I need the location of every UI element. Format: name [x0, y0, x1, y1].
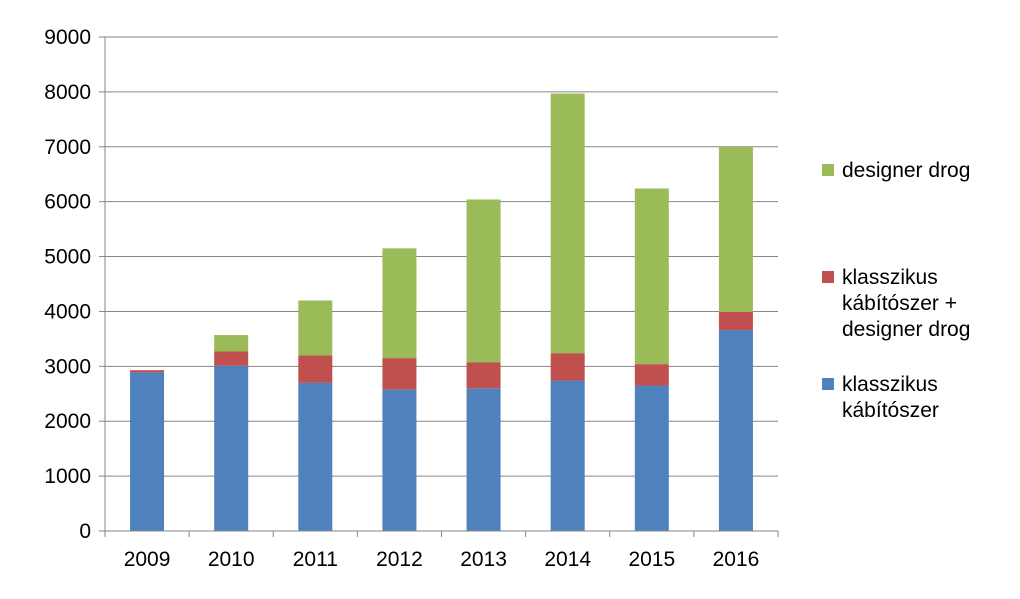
y-tick-label-0: 0 — [79, 520, 91, 543]
bar-2009-series-1 — [130, 370, 165, 373]
bar-2016-series-2 — [718, 146, 753, 312]
bar-2011-series-2 — [298, 300, 333, 356]
bar-2015-series-0 — [634, 385, 669, 531]
bar-2013-series-0 — [466, 388, 501, 531]
y-tick-label-1000: 1000 — [44, 465, 91, 488]
bar-2013-series-2 — [466, 199, 501, 363]
y-axis-tick-labels: 0 1000 2000 3000 4000 5000 6000 7000 8000 9000 — [44, 26, 91, 543]
legend-item-designer-drog: designer drog — [822, 158, 970, 184]
y-tick-label-2000: 2000 — [44, 410, 91, 433]
bar-2010-series-1 — [214, 351, 249, 366]
bar-2014-series-2 — [550, 93, 585, 354]
bar-2016-series-0 — [718, 330, 753, 531]
x-tick-label-2009: 2009 — [124, 548, 171, 571]
legend-item-klasszikus: klasszikus kábítószer — [822, 372, 939, 424]
y-tick-label-7000: 7000 — [44, 136, 91, 159]
x-tick-label-2016: 2016 — [713, 548, 760, 571]
y-tick-label-3000: 3000 — [44, 355, 91, 378]
legend-swatch-designer-drog — [822, 164, 834, 176]
bar-2016-series-1 — [718, 311, 753, 331]
bar-2015-series-1 — [634, 364, 669, 386]
y-tick-label-9000: 9000 — [44, 26, 91, 49]
y-tick-label-8000: 8000 — [44, 81, 91, 104]
gridlines — [99, 36, 778, 532]
y-tick-label-4000: 4000 — [44, 300, 91, 323]
legend-label-designer-drog: designer drog — [842, 159, 971, 182]
bar-2010-series-2 — [214, 335, 249, 352]
x-tick-label-2015: 2015 — [628, 548, 675, 571]
bar-2010-series-0 — [214, 365, 249, 531]
bar-2014-series-0 — [550, 380, 585, 531]
bar-2014-series-1 — [550, 353, 585, 381]
legend-item-klasszikus-designer: klasszikus kábítószer + designer drog — [822, 265, 970, 343]
x-tick-label-2014: 2014 — [544, 548, 591, 571]
legend-swatch-klasszikus-designer — [822, 271, 834, 283]
legend-label-klasszikus: klasszikus kábítószer — [842, 373, 939, 422]
bars — [130, 93, 753, 531]
y-tick-label-6000: 6000 — [44, 191, 91, 214]
bar-2015-series-2 — [634, 188, 669, 365]
bar-2011-series-0 — [298, 382, 333, 531]
legend-swatch-klasszikus — [822, 378, 834, 390]
bar-2013-series-1 — [466, 362, 501, 389]
axes — [104, 37, 779, 537]
bar-2012-series-0 — [382, 389, 417, 531]
bar-2012-series-2 — [382, 248, 417, 359]
x-axis-tick-labels: 2009 2010 2011 2012 2013 2014 2015 2016 — [124, 548, 760, 571]
y-tick-label-5000: 5000 — [44, 246, 91, 269]
x-tick-label-2011: 2011 — [293, 548, 338, 571]
x-tick-label-2010: 2010 — [208, 548, 255, 571]
bar-2011-series-1 — [298, 355, 333, 383]
bar-2009-series-0 — [130, 372, 165, 531]
legend-label-klasszikus-designer: klasszikus kábítószer + designer drog — [842, 266, 971, 341]
bar-2012-series-1 — [382, 358, 417, 390]
x-tick-label-2013: 2013 — [460, 548, 507, 571]
x-tick-label-2012: 2012 — [376, 548, 423, 571]
